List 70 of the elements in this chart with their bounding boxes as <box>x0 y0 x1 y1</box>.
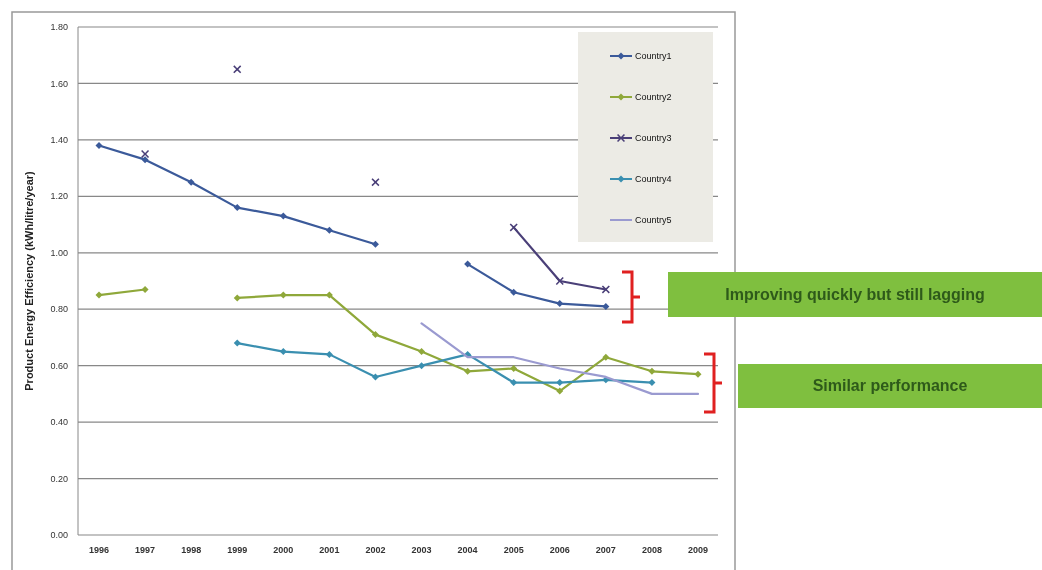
x-tick-label: 2006 <box>549 545 570 555</box>
point <box>279 212 287 220</box>
y-tick-label: 1.80 <box>50 22 68 33</box>
point <box>187 178 195 186</box>
point <box>371 240 379 248</box>
x-tick-label: 1997 <box>135 545 156 555</box>
point <box>233 204 241 212</box>
legend-label: Country4 <box>635 174 672 185</box>
point <box>141 150 150 158</box>
x-tick-label: 2005 <box>503 545 524 555</box>
callout-box: Improving quickly but still lagging <box>668 272 1042 317</box>
point <box>555 277 564 285</box>
point <box>464 367 472 375</box>
legend-label: Country3 <box>635 133 672 144</box>
x-tick-label: 2007 <box>595 545 616 555</box>
point <box>279 291 287 299</box>
y-tick-label: 0.00 <box>50 530 68 541</box>
point <box>648 367 656 375</box>
point <box>601 285 610 294</box>
y-tick-label: 1.60 <box>50 78 68 89</box>
point <box>694 370 702 378</box>
point <box>233 65 242 74</box>
point <box>602 302 610 310</box>
point <box>95 142 103 150</box>
line-series <box>420 322 700 395</box>
callout-box: Similar performance <box>738 364 1042 408</box>
point <box>602 353 610 361</box>
point <box>648 379 656 387</box>
point <box>325 350 333 358</box>
point <box>418 348 426 356</box>
point <box>233 339 241 347</box>
x-tick-label: 2004 <box>457 545 478 555</box>
y-tick-label: 0.80 <box>50 304 68 315</box>
point <box>141 156 149 164</box>
point <box>509 223 518 232</box>
x-tick-label: 1996 <box>88 545 110 555</box>
point <box>371 178 380 187</box>
point <box>325 226 333 234</box>
y-tick-label: 0.60 <box>50 360 68 371</box>
y-tick-label: 0.20 <box>50 473 68 484</box>
point <box>371 373 379 381</box>
x-tick-label: 1999 <box>227 545 248 555</box>
point <box>141 285 149 293</box>
x-tick-label: 2009 <box>687 545 709 555</box>
point <box>556 387 564 395</box>
x-tick-label: 1998 <box>181 545 202 555</box>
x-tick-label: 2003 <box>411 545 432 555</box>
x-tick-label: 2001 <box>319 545 340 555</box>
point <box>510 364 518 372</box>
point <box>510 288 518 296</box>
y-tick-label: 1.00 <box>50 247 68 258</box>
y-tick-label: 1.20 <box>50 191 68 202</box>
y-tick-label: 0.40 <box>50 417 68 428</box>
point <box>95 291 103 299</box>
point <box>418 362 426 370</box>
legend-label: Country5 <box>635 215 672 226</box>
point <box>233 294 241 302</box>
point <box>556 379 564 387</box>
x-tick-label: 2000 <box>273 545 294 555</box>
x-tick-label: 2002 <box>365 545 386 555</box>
y-tick-label: 1.40 <box>50 135 68 146</box>
y-axis-title: Product Energy Efficiency (kWh/litre/year) <box>23 170 35 391</box>
point <box>279 348 287 356</box>
legend-label: Country1 <box>635 51 672 62</box>
point <box>371 331 379 339</box>
point <box>464 260 472 268</box>
point <box>510 379 518 387</box>
point <box>556 300 564 308</box>
legend-label: Country2 <box>635 92 672 103</box>
x-tick-label: 2008 <box>641 545 662 555</box>
